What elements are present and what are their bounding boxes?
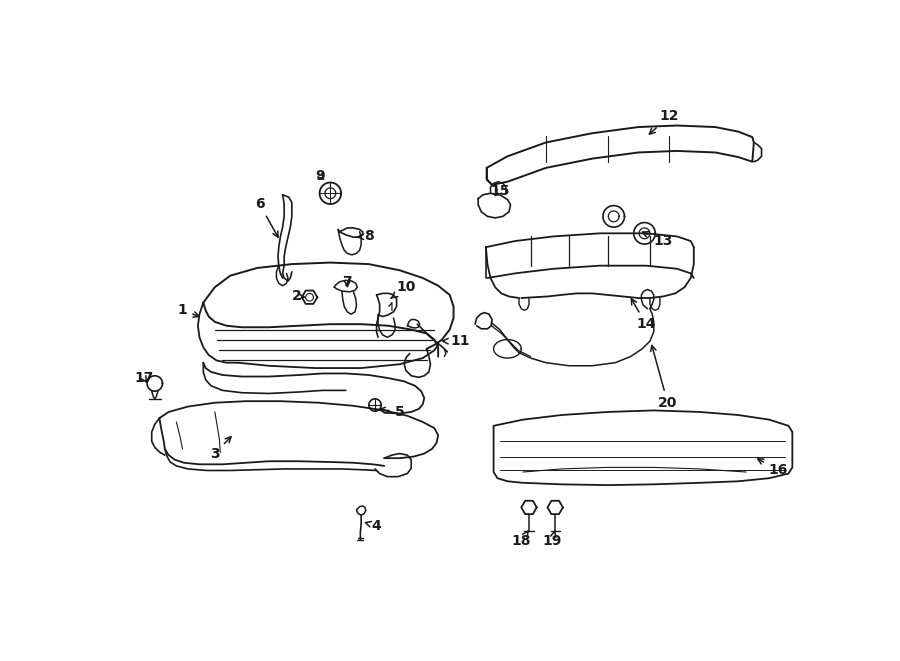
Text: 19: 19	[543, 531, 562, 549]
Text: 13: 13	[643, 232, 672, 248]
Text: 5: 5	[380, 405, 404, 419]
Text: 7: 7	[343, 275, 352, 289]
Text: 11: 11	[443, 334, 470, 348]
Text: 2: 2	[292, 290, 305, 303]
Text: 9: 9	[316, 169, 325, 182]
Text: 16: 16	[758, 459, 788, 477]
Text: 12: 12	[650, 109, 679, 134]
Text: 10: 10	[391, 280, 416, 298]
Text: 6: 6	[255, 197, 278, 237]
Text: 8: 8	[357, 229, 374, 243]
Text: 17: 17	[134, 371, 154, 385]
Text: 14: 14	[632, 299, 656, 331]
Text: 3: 3	[210, 437, 231, 461]
Text: 15: 15	[490, 184, 509, 198]
Text: 4: 4	[365, 519, 382, 533]
Text: 18: 18	[511, 531, 531, 549]
Text: 1: 1	[177, 303, 199, 317]
Text: 20: 20	[651, 346, 678, 410]
